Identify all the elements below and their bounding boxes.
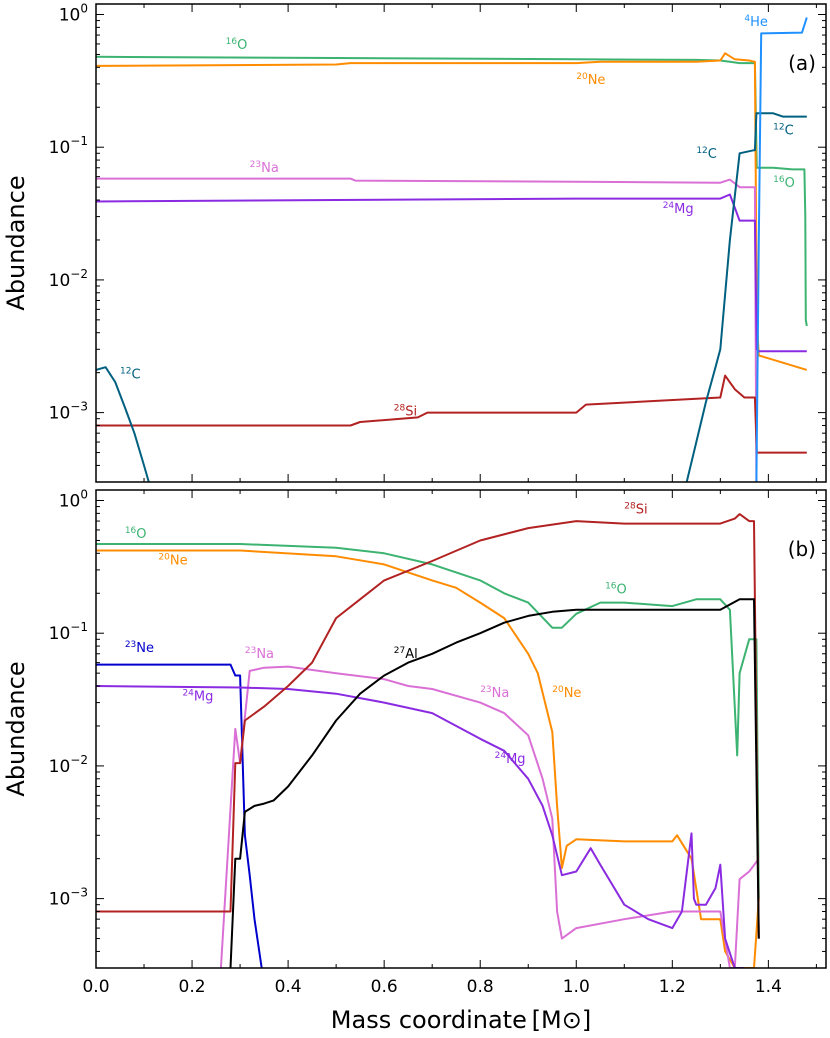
series-line-na23 xyxy=(219,665,760,968)
isotope-label: 12C xyxy=(120,367,141,383)
x-tick-label: 0.2 xyxy=(179,977,206,997)
series-line-na23 xyxy=(96,177,758,482)
y-tick-label: 100 xyxy=(59,488,88,512)
isotope-label: 23Na xyxy=(250,160,279,176)
series-line-o16 xyxy=(96,543,760,899)
isotope-label: 16O xyxy=(605,581,627,597)
isotope-label: 24Mg xyxy=(182,689,213,705)
isotope-label: 23Na xyxy=(245,646,274,662)
panel-tag: (a) xyxy=(788,51,816,75)
isotope-label: 23Na xyxy=(480,685,509,701)
series-line-mg24 xyxy=(96,685,745,968)
series-line-si28 xyxy=(96,374,807,454)
isotope-label: 4He xyxy=(744,14,768,30)
isotope-label: 20Ne xyxy=(576,72,605,88)
y-tick-label: 10−3 xyxy=(49,886,88,910)
isotope-label: 12C xyxy=(696,146,717,162)
isotope-label: 24Mg xyxy=(495,751,526,767)
isotope-label: 28Si xyxy=(624,501,647,517)
y-tick-label: 10−3 xyxy=(49,400,88,424)
series-line-he4 xyxy=(755,17,808,482)
axes-frame xyxy=(95,489,827,969)
series-group xyxy=(96,513,760,968)
x-tick-label: 1.2 xyxy=(659,977,686,997)
y-axis-label: Abundance xyxy=(2,661,30,796)
y-tick-label: 10−1 xyxy=(49,134,88,158)
x-tick-label: 0.4 xyxy=(275,977,302,997)
panel-b: 100 10−1 10−2 10−3 0.0 0.2 0.4 0.6 0.8 1.0 1.2 1.4 A… xyxy=(2,488,827,1034)
series-line-ne20 xyxy=(96,549,760,968)
y-tick-label: 100 xyxy=(59,2,88,26)
series-line-c12-outer xyxy=(685,112,807,482)
isotope-label: 16O xyxy=(226,37,248,53)
x-tick-label: 0.6 xyxy=(371,977,398,997)
series-line-ne20 xyxy=(96,52,808,371)
x-axis-label: Mass coordinate [M⊙] xyxy=(331,1006,591,1034)
series-line-c12 xyxy=(96,366,150,482)
x-tick-label: 1.0 xyxy=(563,977,590,997)
isotope-label: 27Al xyxy=(394,646,418,662)
y-tick-label: 10−2 xyxy=(49,267,88,291)
x-tick-label: 0.8 xyxy=(467,977,494,997)
isotope-label: 23Ne xyxy=(125,640,154,656)
y-tick-label: 10−2 xyxy=(49,753,88,777)
x-tick-label: 0.0 xyxy=(82,977,109,997)
isotope-label: 16O xyxy=(773,175,795,191)
axes-frame xyxy=(95,3,827,483)
isotope-label: 24Mg xyxy=(663,201,694,217)
y-tick-label: 10−1 xyxy=(49,620,88,644)
isotope-label: 16O xyxy=(125,526,147,542)
isotope-label: 12C xyxy=(773,122,794,138)
isotope-label: 20Ne xyxy=(158,552,187,568)
series-line-al27 xyxy=(229,598,760,968)
series-line-o16 xyxy=(96,55,808,327)
series-group xyxy=(96,17,808,482)
x-tick-label: 1.4 xyxy=(755,977,782,997)
series-line-mg24 xyxy=(96,193,807,353)
isotope-label: 20Ne xyxy=(552,685,581,701)
series-line-ne23 xyxy=(96,663,263,968)
isotope-label: 28Si xyxy=(394,404,417,420)
y-axis-label: Abundance xyxy=(2,175,30,310)
series-line-si28 xyxy=(96,513,760,939)
panel-a: 100 10−1 10−2 10−3 Abundance (a) 16O 20Ne 4He 12C… xyxy=(2,2,827,483)
panel-tag: (b) xyxy=(788,537,816,561)
